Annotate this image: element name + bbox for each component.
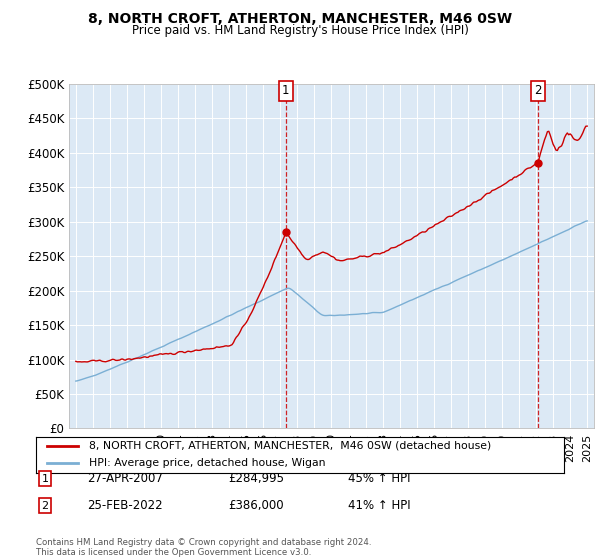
- Text: 41% ↑ HPI: 41% ↑ HPI: [348, 499, 410, 512]
- Text: 8, NORTH CROFT, ATHERTON, MANCHESTER, M46 0SW: 8, NORTH CROFT, ATHERTON, MANCHESTER, M4…: [88, 12, 512, 26]
- Text: 2: 2: [535, 85, 542, 97]
- Text: Contains HM Land Registry data © Crown copyright and database right 2024.
This d: Contains HM Land Registry data © Crown c…: [36, 538, 371, 557]
- Text: 2: 2: [41, 501, 49, 511]
- Text: Price paid vs. HM Land Registry's House Price Index (HPI): Price paid vs. HM Land Registry's House …: [131, 24, 469, 36]
- Text: £284,995: £284,995: [228, 472, 284, 486]
- Text: 1: 1: [41, 474, 49, 484]
- Text: 27-APR-2007: 27-APR-2007: [87, 472, 163, 486]
- Text: £386,000: £386,000: [228, 499, 284, 512]
- Text: 25-FEB-2022: 25-FEB-2022: [87, 499, 163, 512]
- Text: 45% ↑ HPI: 45% ↑ HPI: [348, 472, 410, 486]
- Text: 8, NORTH CROFT, ATHERTON, MANCHESTER,  M46 0SW (detached house): 8, NORTH CROFT, ATHERTON, MANCHESTER, M4…: [89, 441, 491, 451]
- Text: 1: 1: [282, 85, 290, 97]
- Text: HPI: Average price, detached house, Wigan: HPI: Average price, detached house, Wiga…: [89, 458, 325, 468]
